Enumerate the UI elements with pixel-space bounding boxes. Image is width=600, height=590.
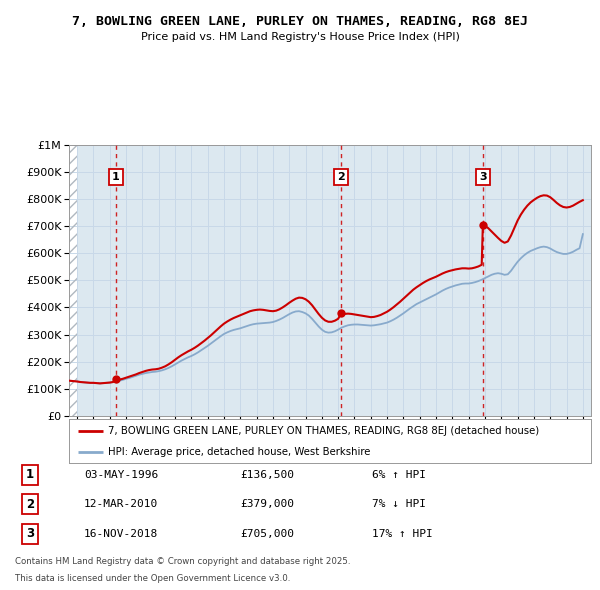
Bar bbox=[69, 145, 77, 416]
Text: 6% ↑ HPI: 6% ↑ HPI bbox=[372, 470, 426, 480]
Text: Contains HM Land Registry data © Crown copyright and database right 2025.: Contains HM Land Registry data © Crown c… bbox=[15, 558, 350, 566]
Text: 12-MAR-2010: 12-MAR-2010 bbox=[84, 500, 158, 509]
Text: 03-MAY-1996: 03-MAY-1996 bbox=[84, 470, 158, 480]
Text: 1: 1 bbox=[112, 172, 119, 182]
Text: 2: 2 bbox=[337, 172, 345, 182]
Text: HPI: Average price, detached house, West Berkshire: HPI: Average price, detached house, West… bbox=[108, 447, 371, 457]
Text: 7, BOWLING GREEN LANE, PURLEY ON THAMES, READING, RG8 8EJ: 7, BOWLING GREEN LANE, PURLEY ON THAMES,… bbox=[72, 15, 528, 28]
Text: This data is licensed under the Open Government Licence v3.0.: This data is licensed under the Open Gov… bbox=[15, 574, 290, 583]
Bar bbox=[69, 145, 77, 416]
Text: 16-NOV-2018: 16-NOV-2018 bbox=[84, 529, 158, 539]
Text: Price paid vs. HM Land Registry's House Price Index (HPI): Price paid vs. HM Land Registry's House … bbox=[140, 32, 460, 42]
Text: 1: 1 bbox=[26, 468, 34, 481]
Text: 3: 3 bbox=[479, 172, 487, 182]
Text: 7% ↓ HPI: 7% ↓ HPI bbox=[372, 500, 426, 509]
Text: £705,000: £705,000 bbox=[240, 529, 294, 539]
Text: 17% ↑ HPI: 17% ↑ HPI bbox=[372, 529, 433, 539]
Text: £379,000: £379,000 bbox=[240, 500, 294, 509]
Text: 7, BOWLING GREEN LANE, PURLEY ON THAMES, READING, RG8 8EJ (detached house): 7, BOWLING GREEN LANE, PURLEY ON THAMES,… bbox=[108, 427, 539, 436]
Text: 3: 3 bbox=[26, 527, 34, 540]
Text: £136,500: £136,500 bbox=[240, 470, 294, 480]
Text: 2: 2 bbox=[26, 498, 34, 511]
